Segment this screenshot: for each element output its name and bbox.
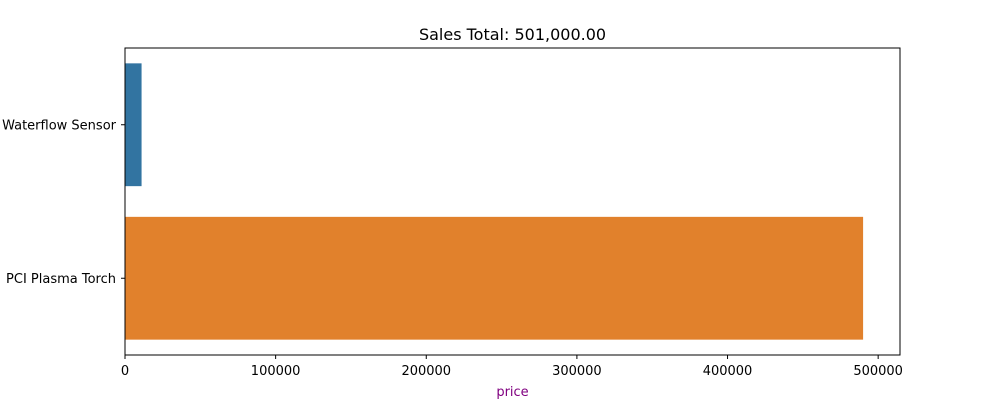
- y-tick-label: Waterflow Sensor: [2, 118, 117, 133]
- chart-title: Sales Total: 501,000.00: [419, 25, 606, 44]
- x-axis-label: price: [496, 385, 528, 400]
- x-tick-label: 300000: [552, 364, 602, 379]
- x-tick-label: 200000: [401, 364, 451, 379]
- bar-waterflow-sensor: [125, 63, 142, 187]
- x-axis-ticks: 0 100000 200000 300000 400000 500000: [121, 355, 903, 379]
- y-tick-label: PCI Plasma Torch: [6, 272, 116, 287]
- bars-group: [125, 63, 864, 340]
- axes-frame: [124, 47, 901, 356]
- x-tick-label: 500000: [853, 364, 903, 379]
- x-tick-label: 0: [121, 364, 129, 379]
- y-axis-ticks: Waterflow Sensor PCI Plasma Torch: [2, 118, 125, 287]
- x-tick-label: 400000: [703, 364, 753, 379]
- bar-pci-plasma-torch: [125, 216, 864, 340]
- x-tick-label: 100000: [251, 364, 301, 379]
